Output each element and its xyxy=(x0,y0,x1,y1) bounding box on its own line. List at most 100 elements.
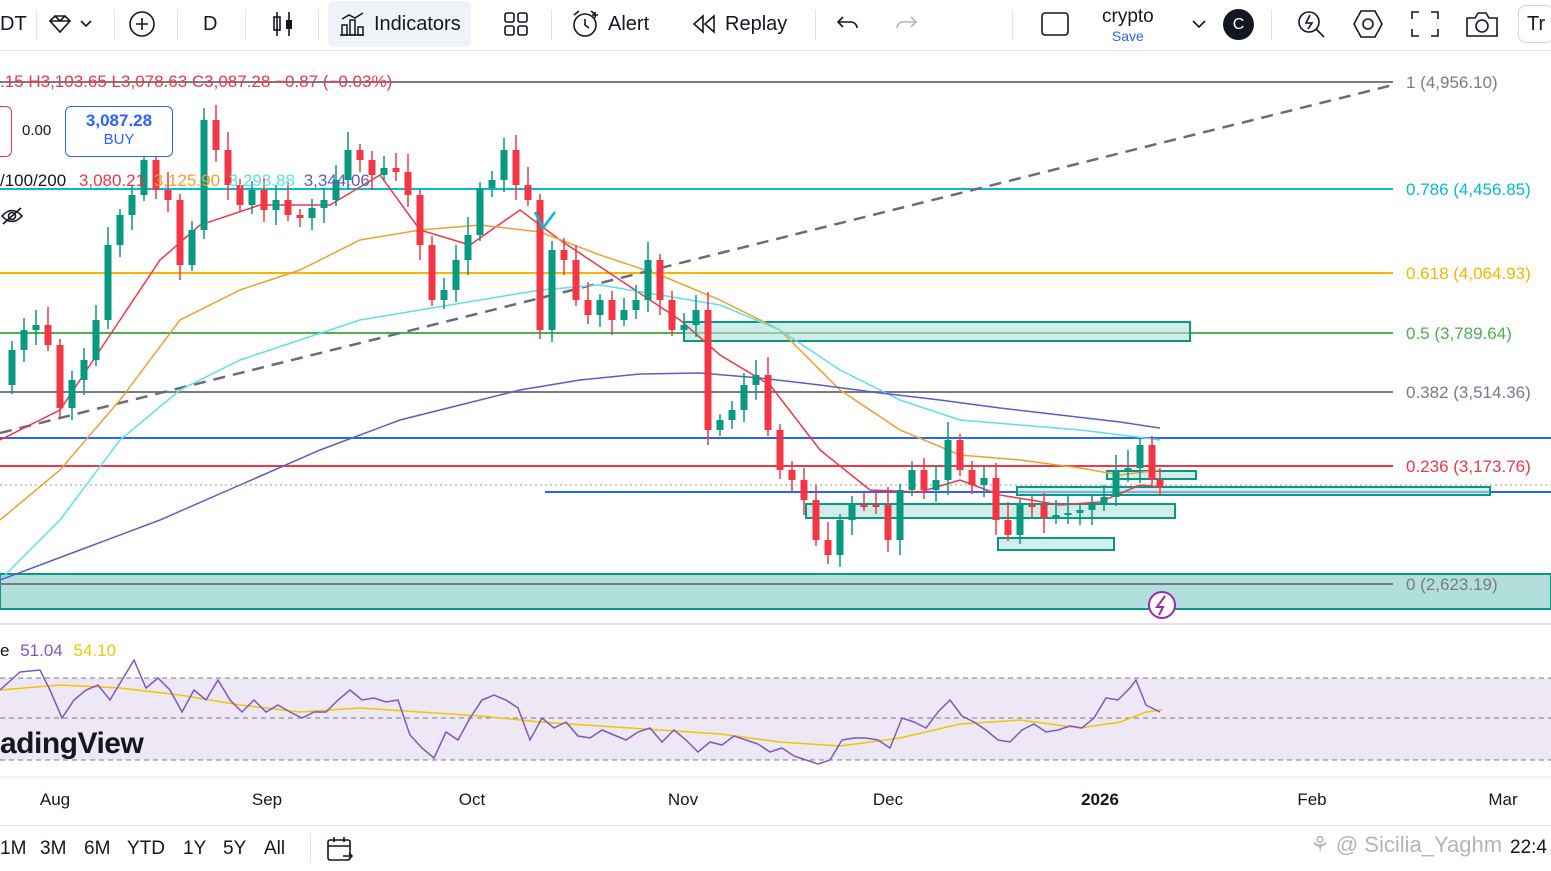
candle-body[interactable] xyxy=(572,260,580,300)
candle-body[interactable] xyxy=(224,150,232,185)
candle-body[interactable] xyxy=(116,215,124,245)
candle-body[interactable] xyxy=(368,160,376,175)
candle-body[interactable] xyxy=(92,320,100,360)
candle-body[interactable] xyxy=(1100,497,1108,505)
candle-body[interactable] xyxy=(440,290,448,300)
layout-select-button[interactable] xyxy=(1040,0,1070,48)
range-ytd[interactable]: YTD xyxy=(127,838,165,859)
range-1y[interactable]: 1Y xyxy=(183,838,207,859)
candle-body[interactable] xyxy=(200,120,208,230)
candle-body[interactable] xyxy=(884,505,892,540)
candle-body[interactable] xyxy=(740,385,748,410)
symbol-search[interactable]: DT xyxy=(0,0,27,48)
candle-body[interactable] xyxy=(1112,470,1120,497)
candle-body[interactable] xyxy=(404,172,412,195)
range-6m[interactable]: 6M xyxy=(84,838,111,859)
candle-body[interactable] xyxy=(680,325,688,330)
undo-button[interactable] xyxy=(835,0,861,48)
candle-body[interactable] xyxy=(20,330,28,350)
candle-body[interactable] xyxy=(176,200,184,265)
compare-add-button[interactable] xyxy=(127,0,157,48)
candle-body[interactable] xyxy=(320,200,328,208)
range-3m[interactable]: 3M xyxy=(40,838,67,859)
candle-body[interactable] xyxy=(908,470,916,490)
candle-body[interactable] xyxy=(452,260,460,290)
candle-body[interactable] xyxy=(692,310,700,325)
candle-body[interactable] xyxy=(164,190,172,200)
candle-body[interactable] xyxy=(476,188,484,235)
demand-zone-2[interactable] xyxy=(997,537,1115,551)
candle-body[interactable] xyxy=(536,200,544,330)
candle-body[interactable] xyxy=(800,480,808,500)
candle-body[interactable] xyxy=(1156,480,1164,487)
candle-body[interactable] xyxy=(752,375,760,385)
candle-body[interactable] xyxy=(644,260,652,300)
quick-search-button[interactable] xyxy=(1296,0,1326,48)
candle-body[interactable] xyxy=(104,245,112,320)
candle-body[interactable] xyxy=(632,300,640,310)
candle-body[interactable] xyxy=(392,168,400,172)
trade-button[interactable]: Tr xyxy=(1518,5,1551,43)
chart-type-button[interactable] xyxy=(270,0,296,48)
candle-body[interactable] xyxy=(620,310,628,320)
candle-body[interactable] xyxy=(500,150,508,180)
candle-body[interactable] xyxy=(1028,505,1036,507)
candle-body[interactable] xyxy=(1004,520,1012,535)
candle-body[interactable] xyxy=(1052,515,1060,518)
candle-body[interactable] xyxy=(524,185,532,200)
candle-body[interactable] xyxy=(560,250,568,260)
candle-body[interactable] xyxy=(128,195,136,215)
indicators-button[interactable]: Indicators xyxy=(328,1,471,47)
templates-button[interactable] xyxy=(503,0,529,48)
candlesticks[interactable] xyxy=(8,105,1164,567)
candle-body[interactable] xyxy=(1016,505,1024,535)
support-zone[interactable] xyxy=(0,573,1551,610)
candle-body[interactable] xyxy=(272,200,280,210)
candle-body[interactable] xyxy=(416,195,424,245)
candle-body[interactable] xyxy=(284,200,292,215)
candle-body[interactable] xyxy=(188,230,196,265)
candle-body[interactable] xyxy=(764,375,772,430)
lightning-event-icon[interactable] xyxy=(1148,591,1176,619)
candle-body[interactable] xyxy=(872,505,880,507)
ma100-line[interactable] xyxy=(0,284,1161,581)
layout-menu-button[interactable] xyxy=(1192,0,1206,48)
candle-body[interactable] xyxy=(608,300,616,320)
goto-date-button[interactable] xyxy=(325,834,355,869)
candle-body[interactable] xyxy=(8,350,16,385)
time-axis[interactable]: Aug Sep Oct Nov Dec 2026 Feb Mar xyxy=(40,790,1518,809)
candle-body[interactable] xyxy=(380,168,388,175)
interval-button[interactable]: D xyxy=(203,0,217,48)
candle-body[interactable] xyxy=(1064,513,1072,515)
candle-body[interactable] xyxy=(308,208,316,218)
candle-body[interactable] xyxy=(1124,468,1132,470)
candle-body[interactable] xyxy=(824,540,832,555)
candle-body[interactable] xyxy=(728,410,736,420)
candle-body[interactable] xyxy=(1088,505,1096,510)
demand-zone-3[interactable] xyxy=(1016,486,1491,496)
candle-body[interactable] xyxy=(1136,445,1144,468)
candle-body[interactable] xyxy=(1076,510,1084,513)
candle-body[interactable] xyxy=(1148,445,1156,480)
candle-body[interactable] xyxy=(848,505,856,520)
candle-body[interactable] xyxy=(860,505,868,507)
layout-name[interactable]: crypto Save xyxy=(1102,6,1154,44)
candle-body[interactable] xyxy=(956,440,964,470)
candle-body[interactable] xyxy=(656,260,664,300)
candle-body[interactable] xyxy=(464,235,472,260)
ma20-line[interactable] xyxy=(0,174,1161,506)
candle-body[interactable] xyxy=(704,310,712,430)
candle-body[interactable] xyxy=(932,480,940,490)
candle-body[interactable] xyxy=(260,190,268,210)
candle-body[interactable] xyxy=(668,300,676,330)
candle-body[interactable] xyxy=(980,478,988,485)
candle-body[interactable] xyxy=(140,160,148,195)
hide-indicators-button[interactable] xyxy=(0,205,24,232)
candle-body[interactable] xyxy=(488,180,496,188)
replay-button[interactable]: Replay xyxy=(691,0,787,48)
candle-body[interactable] xyxy=(80,360,88,380)
candle-body[interactable] xyxy=(236,185,244,205)
candle-body[interactable] xyxy=(356,150,364,160)
candle-body[interactable] xyxy=(248,190,256,205)
